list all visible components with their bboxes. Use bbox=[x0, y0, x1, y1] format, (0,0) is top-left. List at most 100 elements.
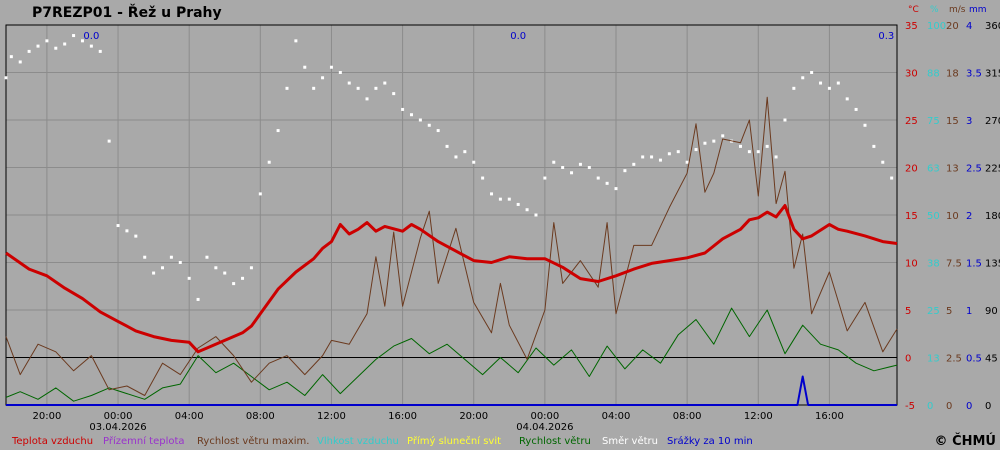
wind-direction-point bbox=[418, 118, 422, 122]
wind-direction-point bbox=[98, 49, 102, 53]
y-tick-precip: 4 bbox=[966, 21, 972, 32]
wind-direction-point bbox=[125, 229, 129, 233]
wind-direction-point bbox=[587, 166, 591, 169]
wind-direction-point bbox=[329, 65, 333, 69]
wind-direction-point bbox=[196, 297, 200, 301]
y-unit-temperature: °C bbox=[908, 5, 919, 15]
wind-direction-point bbox=[36, 44, 40, 48]
wind-direction-point bbox=[810, 71, 814, 74]
x-tick-label: 20:00 bbox=[32, 411, 61, 422]
wind-direction-point bbox=[321, 76, 325, 80]
wind-direction-point bbox=[516, 202, 520, 206]
wind-direction-point bbox=[472, 160, 476, 164]
wind-direction-point bbox=[312, 86, 316, 90]
wind-direction-point bbox=[632, 162, 636, 166]
legend-entry: Teplota vzduchu bbox=[11, 436, 93, 447]
wind-direction-point bbox=[249, 266, 253, 270]
y-unit-humidity: % bbox=[930, 5, 939, 15]
wind-direction-point bbox=[827, 86, 831, 90]
wind-direction-point bbox=[89, 44, 93, 48]
y-tick-wind_gust: 7.5 bbox=[946, 259, 962, 270]
wind-direction-point bbox=[276, 129, 280, 133]
copyright: © ČHMÚ bbox=[935, 433, 996, 449]
wind-direction-point bbox=[694, 148, 698, 152]
y-tick-humidity: 100 bbox=[927, 21, 946, 32]
y-tick-precip: 2.5 bbox=[966, 164, 982, 175]
wind-direction-point bbox=[507, 197, 511, 201]
date-label: 04.04.2026 bbox=[516, 422, 573, 433]
y-tick-humidity: 38 bbox=[927, 259, 940, 270]
y-tick-direction: 270 bbox=[985, 116, 1000, 127]
wind-direction-point bbox=[241, 276, 245, 280]
x-tick-label: 16:00 bbox=[388, 411, 417, 422]
x-tick-label: 08:00 bbox=[673, 411, 702, 422]
y-tick-temperature: 25 bbox=[905, 116, 918, 127]
y-tick-humidity: 88 bbox=[927, 69, 940, 80]
wind-direction-point bbox=[294, 39, 298, 43]
wind-direction-point bbox=[232, 282, 236, 286]
grid bbox=[5, 24, 898, 406]
legend-entry: Přízemní teplota bbox=[103, 435, 185, 447]
wind-direction-point bbox=[463, 150, 467, 154]
y-tick-precip: 1 bbox=[966, 306, 972, 317]
wind-direction-point bbox=[605, 181, 609, 185]
wind-direction-point bbox=[285, 86, 289, 90]
wind-direction-point bbox=[650, 155, 654, 159]
x-tick-label: 08:00 bbox=[246, 411, 275, 422]
y-tick-direction: 135 bbox=[985, 259, 1000, 270]
y-tick-temperature: 30 bbox=[905, 69, 918, 80]
y-tick-direction: 315 bbox=[985, 69, 1000, 80]
y-tick-temperature: 10 bbox=[905, 259, 918, 270]
wind-direction-point bbox=[872, 144, 876, 148]
wind-direction-point bbox=[436, 129, 440, 133]
wind-direction-point bbox=[161, 266, 165, 270]
wind-direction-point bbox=[561, 166, 565, 169]
wind-direction-point bbox=[836, 81, 840, 85]
series-line-wind_gust bbox=[5, 307, 898, 402]
wind-direction-point bbox=[303, 65, 307, 69]
y-tick-direction: 45 bbox=[985, 354, 998, 365]
wind-direction-point bbox=[783, 118, 787, 122]
chart-title: P7REZP01 - Řež u Prahy bbox=[32, 4, 222, 21]
wind-direction-point bbox=[578, 162, 582, 166]
wind-direction-point bbox=[27, 49, 31, 53]
wind-direction-point bbox=[641, 155, 645, 159]
wind-direction-point bbox=[152, 271, 156, 275]
y-tick-direction: 360 bbox=[985, 21, 1000, 32]
wind-direction-point bbox=[365, 97, 369, 101]
wind-direction-point bbox=[738, 144, 742, 148]
wind-direction-point bbox=[552, 160, 556, 164]
y-tick-direction: 180 bbox=[985, 211, 1000, 222]
wind-direction-point bbox=[258, 192, 262, 196]
y-tick-wind_gust: 0 bbox=[946, 401, 952, 412]
y-tick-wind_gust: 15 bbox=[946, 116, 959, 127]
wind-direction-point bbox=[347, 81, 351, 85]
y-tick-temperature: 35 bbox=[905, 21, 918, 32]
wind-direction-point bbox=[80, 39, 84, 43]
wind-direction-point bbox=[596, 176, 600, 180]
wind-direction-point bbox=[712, 139, 716, 143]
wind-direction-point bbox=[392, 92, 396, 96]
y-tick-humidity: 25 bbox=[927, 306, 940, 317]
x-tick-label: 12:00 bbox=[317, 411, 346, 422]
series-line-temperature bbox=[5, 204, 898, 354]
y-tick-wind_gust: 10 bbox=[946, 211, 959, 222]
wind-direction-point bbox=[187, 276, 191, 280]
series-line-precip bbox=[6, 375, 897, 406]
legend-entry: Přímý sluneční svit bbox=[407, 435, 501, 447]
wind-direction-point bbox=[427, 123, 431, 127]
x-tick-label: 04:00 bbox=[175, 411, 204, 422]
wind-direction-point bbox=[685, 160, 689, 164]
y-tick-precip: 1.5 bbox=[966, 259, 982, 270]
wind-direction-point bbox=[9, 55, 13, 59]
y-tick-direction: 0 bbox=[985, 401, 991, 412]
y-tick-humidity: 0 bbox=[927, 401, 933, 412]
precip-total-label: 0.0 bbox=[83, 31, 99, 42]
wind-direction-point bbox=[401, 107, 405, 111]
y-tick-wind_gust: 5 bbox=[946, 306, 952, 317]
y-tick-wind_gust: 18 bbox=[946, 69, 959, 80]
wind-direction-point bbox=[792, 86, 796, 90]
wind-direction-point bbox=[214, 266, 218, 270]
